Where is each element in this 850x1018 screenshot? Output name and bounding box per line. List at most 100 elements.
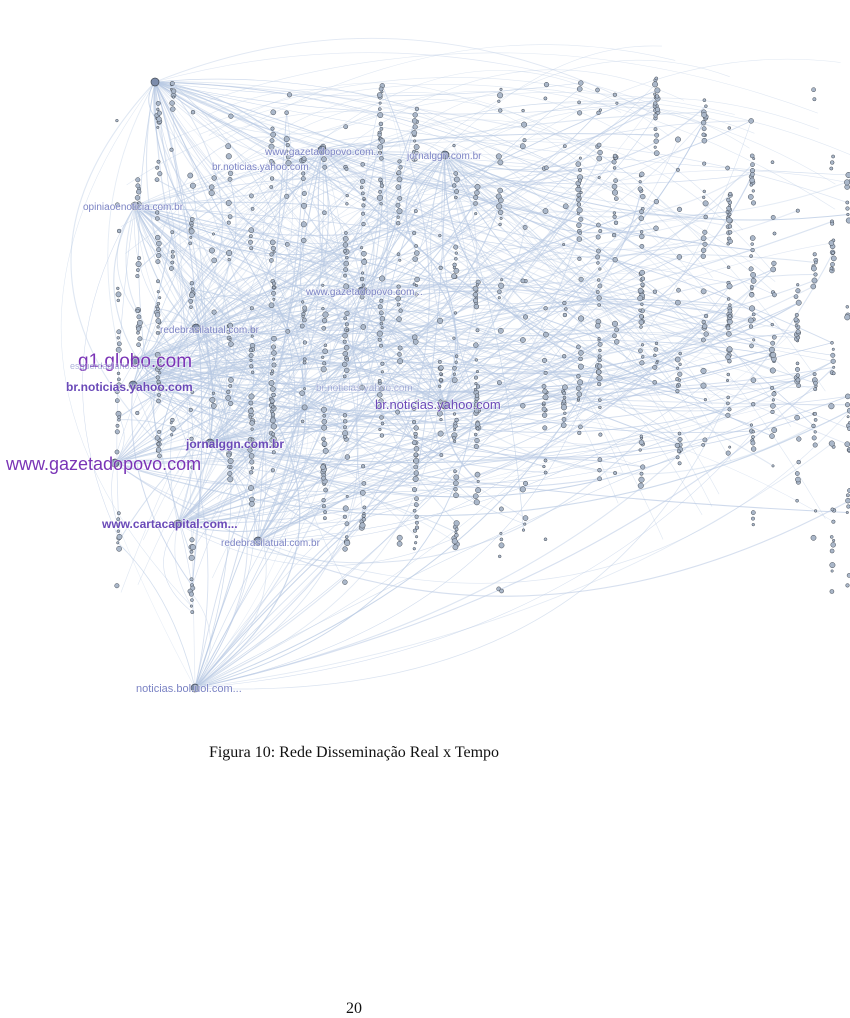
graph-node [728,408,732,412]
graph-node [170,434,173,437]
graph-node [832,539,835,542]
graph-node [379,311,383,315]
graph-node [228,215,232,219]
graph-node [475,438,480,443]
graph-node [498,160,503,165]
graph-node [413,339,418,344]
graph-node [414,497,418,501]
graph-node [343,515,347,519]
graph-node [362,518,366,522]
graph-node [398,346,402,350]
graph-node [752,523,755,526]
graph-node [813,443,818,448]
graph-node [576,198,580,202]
graph-node [613,257,618,262]
graph-node [702,138,707,143]
graph-node [811,284,816,289]
graph-edge [118,525,195,688]
graph-node [248,485,253,490]
graph-node [579,232,582,235]
graph-node [612,321,618,327]
graph-node [249,401,253,405]
graph-node [398,352,402,356]
graph-node [452,539,457,544]
graph-node [704,215,708,219]
graph-node [561,423,566,428]
graph-node [362,222,366,226]
graph-node [752,190,755,193]
graph-node [639,314,643,318]
graph-node [796,378,800,382]
graph-node [750,285,753,288]
graph-node [562,354,566,358]
graph-node [343,375,346,378]
graph-node [726,451,731,456]
graph-node [772,293,776,297]
graph-node [249,453,254,458]
graph-node [270,185,273,188]
graph-node [597,375,603,381]
graph-node [136,309,140,313]
graph-node [577,111,582,116]
graph-node [453,470,456,473]
graph-node [812,278,817,283]
graph-node [726,166,730,170]
graph-node [229,384,232,387]
node-label-gazetadopovo-large: www.gazetadopovo.com [5,454,201,474]
graph-node [155,178,159,182]
graph-node [729,213,732,216]
graph-edge [224,45,675,141]
graph-node [725,354,730,359]
graph-node [380,416,384,420]
graph-node [270,386,275,391]
graph-node [596,235,600,239]
graph-node [343,267,347,271]
graph-node [654,199,659,204]
graph-node [704,314,708,318]
graph-node [639,449,642,452]
graph-node [269,303,274,308]
graph-node [343,236,348,241]
graph-node [455,528,458,531]
graph-node [726,379,729,382]
graph-node [228,377,233,382]
graph-node [639,216,644,221]
graph-node [830,535,833,538]
graph-node [772,465,775,468]
graph-node [771,161,774,164]
graph-node [270,240,275,245]
graph-node [771,323,774,326]
graph-node [381,422,384,425]
graph-node [300,391,305,396]
graph-node [769,347,775,353]
graph-node [578,350,583,355]
graph-node [845,315,850,321]
graph-node [676,168,679,171]
graph-node [653,354,656,357]
graph-node [752,339,755,342]
graph-node [702,443,705,446]
graph-node [701,383,706,388]
graph-node [413,476,418,481]
graph-node [249,348,252,351]
graph-node [302,405,307,410]
graph-node [115,583,119,587]
graph-node [830,222,834,226]
graph-node [579,217,584,222]
graph-node [323,349,328,354]
graph-node [363,506,366,509]
graph-node [500,88,503,91]
graph-node [475,382,478,385]
graph-node [831,359,836,364]
graph-node [361,192,364,195]
graph-node [640,361,645,366]
graph-node [271,110,276,115]
graph-node [563,204,568,209]
graph-node [269,258,273,262]
graph-node [156,307,160,311]
graph-node [136,261,141,266]
graph-node [653,102,657,106]
graph-node [814,431,817,434]
graph-node [156,331,159,334]
graph-node [323,448,328,453]
